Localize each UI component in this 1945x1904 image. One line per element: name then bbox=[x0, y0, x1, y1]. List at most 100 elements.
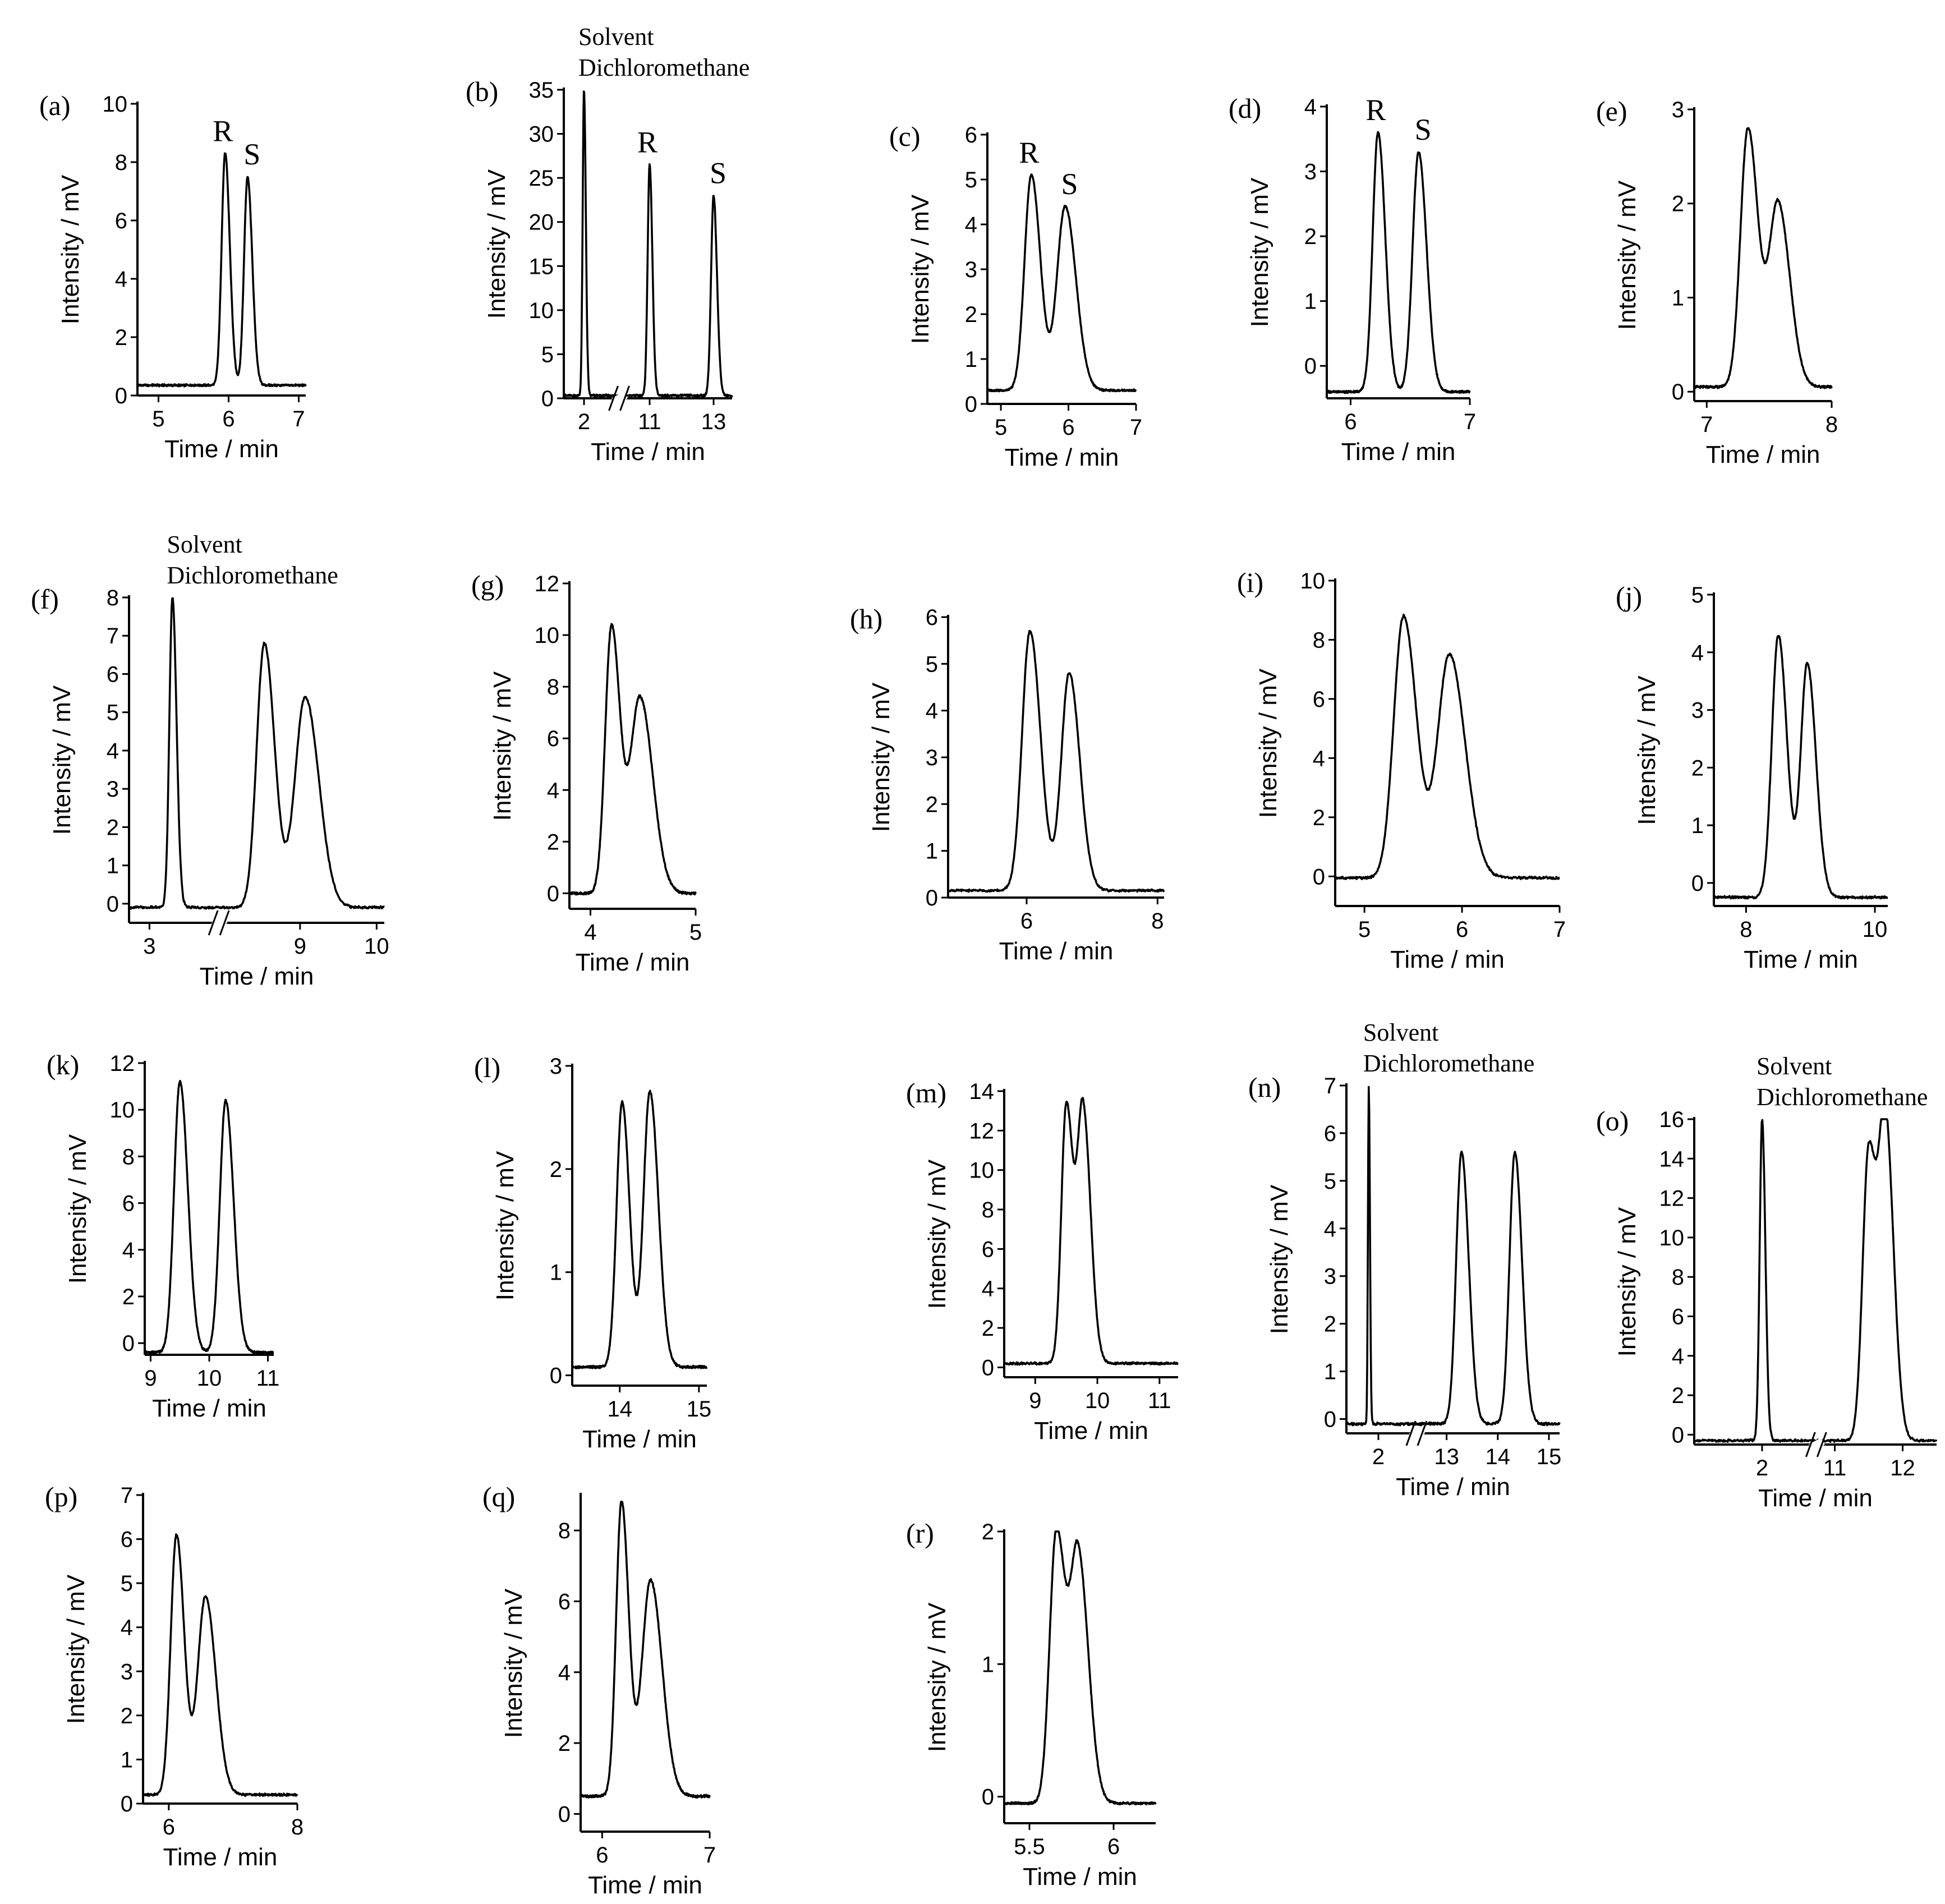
x-tick-label: 7 bbox=[1464, 410, 1476, 434]
y-tick-label: 6 bbox=[926, 605, 938, 630]
panel-label: (i) bbox=[1237, 567, 1263, 598]
x-tick-label: 8 bbox=[1826, 412, 1838, 437]
y-tick-label: 4 bbox=[965, 213, 977, 237]
x-tick-label: 6 bbox=[1062, 415, 1074, 440]
x-axis-label: Time / min bbox=[1023, 1863, 1137, 1891]
x-tick-label: 6 bbox=[163, 1815, 175, 1839]
y-tick-label: 0 bbox=[547, 881, 559, 906]
y-tick-label: 2 bbox=[982, 1316, 994, 1341]
panel-label: (o) bbox=[1596, 1105, 1629, 1137]
axis-break bbox=[619, 385, 630, 411]
x-axis-label: Time / min bbox=[576, 949, 690, 976]
y-axis-label: Intensity / mV bbox=[491, 1151, 519, 1300]
x-tick-label: 8 bbox=[1151, 909, 1164, 933]
x-tick-label: 12 bbox=[1890, 1456, 1915, 1480]
y-tick-label: 0 bbox=[982, 1355, 994, 1380]
chromatogram-trace-c bbox=[986, 173, 1137, 393]
y-tick-label: 0 bbox=[1324, 1408, 1336, 1432]
y-tick-label: 3 bbox=[1304, 160, 1317, 185]
y-tick-label: 12 bbox=[1659, 1186, 1685, 1211]
y-tick-label: 2 bbox=[982, 1520, 994, 1544]
y-tick-label: 5 bbox=[926, 652, 938, 677]
y-tick-label: 6 bbox=[1672, 1305, 1684, 1330]
y-tick-label: 5 bbox=[1324, 1169, 1336, 1194]
peak-label-R: R bbox=[1019, 136, 1039, 169]
y-tick-label: 8 bbox=[1672, 1265, 1684, 1290]
y-tick-label: 0 bbox=[926, 886, 938, 910]
panel-label: (b) bbox=[466, 76, 498, 107]
y-tick-label: 30 bbox=[529, 122, 554, 147]
y-tick-label: 35 bbox=[529, 78, 554, 103]
y-axis-label: Intensity / mV bbox=[1246, 177, 1273, 327]
chromatogram-trace-h bbox=[947, 629, 1165, 893]
x-axis-label: Time / min bbox=[999, 937, 1114, 965]
y-tick-label: 2 bbox=[965, 302, 977, 327]
chart-panel-g: 0 2 4 6 8 10 12 4 5 (g) Time / min Intensity / mV bbox=[471, 569, 702, 976]
y-tick-label: 10 bbox=[103, 92, 128, 117]
chart-panel-p: 0 1 2 3 4 5 6 7 6 8 (p) Time / min Intensity / mV bbox=[45, 1481, 304, 1871]
y-tick-label: 16 bbox=[1659, 1107, 1685, 1132]
y-tick-label: 12 bbox=[969, 1119, 995, 1143]
panel-label: (n) bbox=[1248, 1071, 1281, 1103]
y-tick-label: 6 bbox=[107, 662, 119, 687]
solvent-label: Dichloromethane bbox=[167, 562, 338, 589]
y-axis-label: Intensity / mV bbox=[57, 174, 84, 324]
x-tick-label: 9 bbox=[144, 1366, 157, 1391]
x-tick-label: 13 bbox=[1434, 1445, 1459, 1469]
x-tick-label: 14 bbox=[1486, 1445, 1511, 1469]
y-tick-label: 1 bbox=[1691, 813, 1704, 838]
y-tick-label: 1 bbox=[1324, 1360, 1336, 1385]
x-tick-label: 9 bbox=[1029, 1388, 1041, 1413]
chart-panel-l: 0 1 2 3 14 15 (l) Time / min Intensity / mV bbox=[474, 1052, 711, 1453]
y-tick-label: 0 bbox=[965, 392, 977, 417]
y-tick-label: 4 bbox=[107, 739, 119, 764]
x-axis-label: Time / min bbox=[152, 1395, 266, 1422]
y-tick-label: 2 bbox=[1313, 806, 1325, 830]
y-tick-label: 2 bbox=[115, 325, 127, 350]
y-tick-label: 1 bbox=[1672, 286, 1684, 310]
y-tick-label: 0 bbox=[122, 1331, 135, 1356]
x-tick-label: 13 bbox=[701, 410, 726, 434]
panel-label: (l) bbox=[474, 1052, 500, 1083]
panel-label: (k) bbox=[47, 1049, 79, 1080]
x-axis-label: Time / min bbox=[1744, 946, 1858, 973]
chart-panel-b: 0 5 10 15 20 25 30 35 2 11 13 R S Solvent Dichlorometh… bbox=[466, 23, 750, 466]
y-axis-label: Intensity / mV bbox=[64, 1134, 91, 1284]
panel-label: (a) bbox=[39, 90, 71, 121]
y-tick-label: 10 bbox=[110, 1098, 135, 1123]
y-tick-label: 4 bbox=[1304, 95, 1317, 119]
y-tick-label: 10 bbox=[535, 623, 560, 648]
chromatogram-trace-o bbox=[1693, 1118, 1938, 1443]
y-tick-label: 0 bbox=[121, 1792, 133, 1816]
x-axis-label: Time / min bbox=[582, 1425, 697, 1453]
panel-label: (q) bbox=[482, 1481, 515, 1512]
chart-panel-r: 0 1 2 5.5 6 (r) Time / min Intensity / mV bbox=[906, 1517, 1157, 1891]
x-axis-label: Time / min bbox=[1341, 438, 1456, 466]
x-tick-label: 11 bbox=[1148, 1388, 1171, 1413]
panel-label: (g) bbox=[471, 569, 504, 601]
y-tick-label: 10 bbox=[1300, 569, 1326, 594]
y-tick-label: 2 bbox=[1304, 224, 1317, 249]
chromatogram-trace-f bbox=[128, 597, 385, 910]
axis-break bbox=[608, 385, 619, 411]
y-tick-label: 4 bbox=[1324, 1217, 1336, 1241]
x-tick-label: 4 bbox=[584, 920, 596, 945]
peak-label-S: S bbox=[710, 157, 726, 190]
x-axis-label: Time / min bbox=[1706, 441, 1820, 468]
solvent-label: Dichloromethane bbox=[1363, 1050, 1534, 1077]
y-tick-label: 0 bbox=[1304, 354, 1317, 379]
y-tick-label: 0 bbox=[982, 1785, 994, 1810]
y-tick-label: 14 bbox=[969, 1079, 995, 1104]
panel-label: (j) bbox=[1616, 581, 1642, 612]
x-axis-label: Time / min bbox=[1005, 444, 1119, 471]
x-tick-label: 10 bbox=[1085, 1388, 1110, 1413]
y-tick-label: 8 bbox=[107, 586, 119, 610]
x-tick-label: 11 bbox=[1823, 1456, 1847, 1480]
chart-panel-j: 0 1 2 3 4 5 8 10 (j) Time / min Intensity / mV bbox=[1616, 581, 1889, 973]
chart-panel-c: 0 1 2 3 4 5 6 5 6 7 RS (c) Time / min Intensity / mV bbox=[889, 121, 1142, 471]
y-tick-label: 6 bbox=[558, 1589, 571, 1614]
y-tick-label: 3 bbox=[121, 1659, 133, 1684]
chart-panel-n: 0 1 2 3 4 5 6 7 2 13 14 15 Solvent Dichloromethane (n)… bbox=[1248, 1019, 1561, 1501]
y-tick-label: 6 bbox=[1324, 1121, 1336, 1146]
x-axis-label: Time / min bbox=[588, 1871, 702, 1899]
